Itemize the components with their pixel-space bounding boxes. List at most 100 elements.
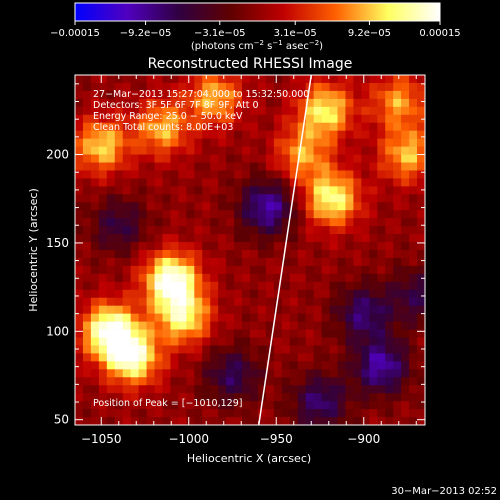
heatmap-cell (385, 393, 394, 402)
heatmap-cell (75, 202, 84, 211)
heatmap-cell (313, 345, 322, 354)
heatmap-cell (170, 226, 179, 235)
heatmap-cell (210, 226, 219, 235)
heatmap-cell (106, 122, 116, 131)
heatmap-cell (377, 146, 386, 155)
heatmap-cell (130, 297, 139, 306)
heatmap-cell (82, 234, 92, 243)
heatmap-cell (98, 130, 108, 139)
heatmap-cell (234, 170, 243, 179)
heatmap-cell (114, 138, 124, 147)
heatmap-cell (194, 257, 203, 267)
heatmap-cell (305, 257, 314, 267)
heatmap-cell (75, 417, 84, 425)
heatmap-cell (257, 218, 267, 227)
heatmap-cell (369, 186, 378, 195)
heatmap-cell (377, 75, 386, 84)
heatmap-cell (138, 114, 147, 124)
heatmap-cell (226, 170, 235, 179)
heatmap-cell (305, 417, 314, 425)
heatmap-cell (289, 409, 299, 418)
heatmap-cell (281, 297, 291, 306)
heatmap-cell (234, 273, 243, 283)
heatmap-cell (234, 75, 243, 84)
heatmap-cell (162, 353, 171, 362)
heatmap-cell (385, 178, 394, 187)
heatmap-cell (289, 353, 299, 362)
heatmap-cell (218, 122, 227, 131)
heatmap-cell (385, 138, 394, 147)
heatmap-cell (218, 146, 227, 155)
heatmap-cell (178, 170, 187, 179)
heatmap-cell (146, 377, 155, 386)
heatmap-cell (377, 393, 386, 402)
colorbar-ticks: −0.00015 −9.2e−05 −3.1e−05 3.1e−05 9.2e−05 0.… (50, 21, 461, 39)
heatmap-cell (146, 393, 155, 402)
heatmap-cell (194, 289, 203, 299)
heatmap-cell (234, 82, 243, 92)
heatmap-cell (369, 122, 378, 131)
heatmap-cell (265, 178, 275, 187)
heatmap-cell (90, 250, 100, 259)
heatmap-cell (234, 250, 243, 259)
heatmap-cell (321, 273, 330, 283)
heatmap-cell (75, 90, 84, 100)
heatmap-cell (321, 297, 330, 306)
heatmap-cell (194, 138, 203, 147)
heatmap-cell (234, 90, 243, 100)
heatmap-cell (130, 130, 139, 139)
heatmap-cell (202, 130, 211, 139)
heatmap-cell (369, 385, 378, 394)
heatmap-cell (194, 393, 203, 402)
heatmap-cell (202, 178, 211, 187)
heatmap-cell (154, 313, 163, 322)
heatmap-cell (202, 353, 211, 362)
heatmap-cell (289, 122, 299, 131)
heatmap-cell (242, 178, 251, 187)
heatmap-cell (393, 75, 402, 84)
heatmap-cell (178, 98, 187, 108)
heatmap-cell (202, 281, 211, 291)
heatmap-cell (170, 82, 179, 92)
heatmap-cell (114, 122, 124, 131)
heatmap-cell (313, 218, 322, 227)
heatmap-cell (154, 337, 163, 346)
heatmap-cell (417, 345, 425, 354)
heatmap-cell (210, 162, 219, 171)
heatmap-cell (273, 226, 283, 235)
heatmap-cell (226, 226, 235, 235)
heatmap-cell (218, 90, 227, 100)
heatmap-cell (210, 98, 219, 108)
heatmap-cell (234, 186, 243, 195)
heatmap-cell (345, 305, 354, 314)
heatmap-cell (186, 82, 195, 92)
heatmap-cell (218, 345, 227, 354)
heatmap-cell (242, 297, 251, 306)
heatmap-cell (162, 369, 171, 378)
heatmap-cell (401, 178, 410, 187)
heatmap-cell (210, 75, 219, 84)
heatmap-cell (170, 313, 179, 322)
heatmap-cell (82, 321, 92, 330)
heatmap-cell (361, 401, 370, 410)
heatmap-cell (146, 273, 155, 283)
heatmap-cell (194, 297, 203, 306)
heatmap-cell (114, 409, 124, 418)
heatmap-cell (281, 289, 291, 299)
heatmap-cell (130, 98, 139, 108)
heatmap-cell (417, 361, 425, 370)
heatmap-cell (82, 329, 92, 338)
heatmap-cell (98, 162, 108, 171)
heatmap-cell (329, 218, 338, 227)
heatmap-cell (417, 281, 425, 291)
heatmap-cell (98, 218, 108, 227)
heatmap-cell (226, 337, 235, 346)
heatmap-cell (353, 417, 362, 425)
heatmap-cell (289, 154, 299, 163)
heatmap-cell (170, 130, 179, 139)
heatmap-cell (210, 305, 219, 314)
heatmap-cell (154, 218, 163, 227)
heatmap-cell (106, 146, 116, 155)
heatmap-cell (281, 162, 291, 171)
heatmap-cell (138, 90, 147, 100)
